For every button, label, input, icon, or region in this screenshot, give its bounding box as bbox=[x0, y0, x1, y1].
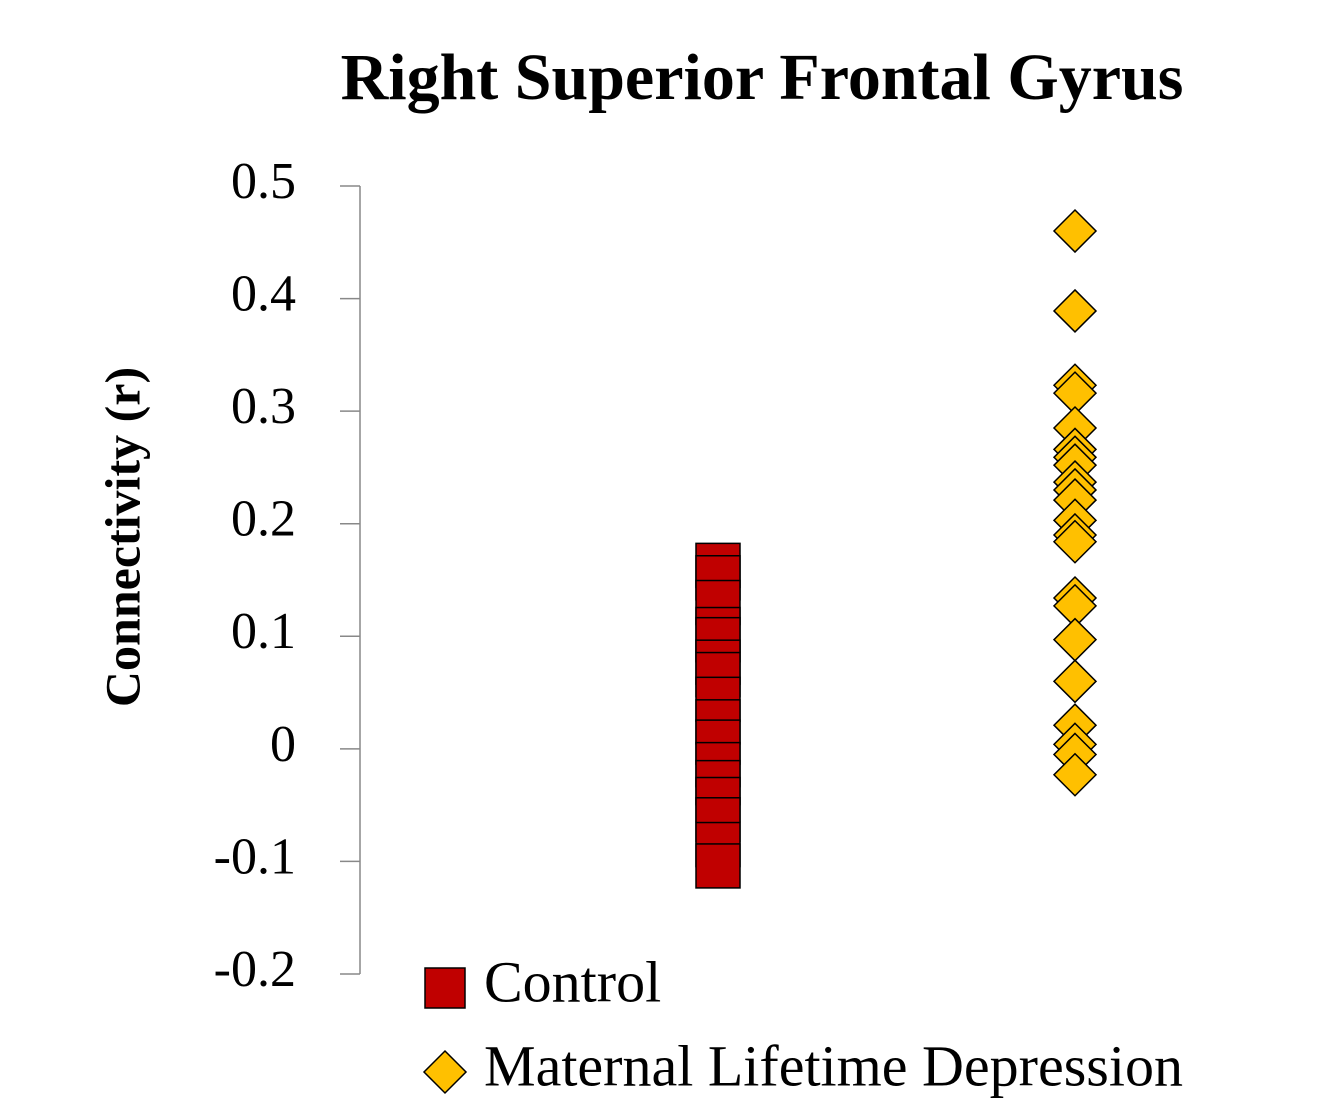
point bbox=[1052, 208, 1098, 254]
point bbox=[1052, 288, 1098, 334]
y-tick-label: -0.2 bbox=[214, 941, 296, 998]
y-tick-label: 0.2 bbox=[231, 491, 296, 548]
point bbox=[695, 843, 741, 889]
chart-title: Right Superior Frontal Gyrus bbox=[341, 41, 1184, 114]
legend-label: Control bbox=[484, 949, 661, 1014]
point bbox=[1052, 617, 1098, 662]
y-tick-label: 0.3 bbox=[231, 378, 296, 435]
y-tick-label: 0.1 bbox=[231, 603, 296, 660]
y-tick-label: 0.4 bbox=[231, 266, 296, 323]
y-tick-label: 0 bbox=[270, 716, 296, 773]
point bbox=[1052, 659, 1098, 704]
point bbox=[1052, 752, 1098, 797]
y-tick-label: 0.5 bbox=[231, 153, 296, 210]
y-tick-label: -0.1 bbox=[214, 828, 296, 885]
legend-swatch bbox=[422, 1049, 468, 1095]
legend-swatch bbox=[424, 967, 466, 1009]
legend-label: Maternal Lifetime Depression bbox=[484, 1033, 1183, 1098]
y-axis-label: Connectivity (r) bbox=[94, 367, 150, 707]
point bbox=[1052, 519, 1098, 564]
